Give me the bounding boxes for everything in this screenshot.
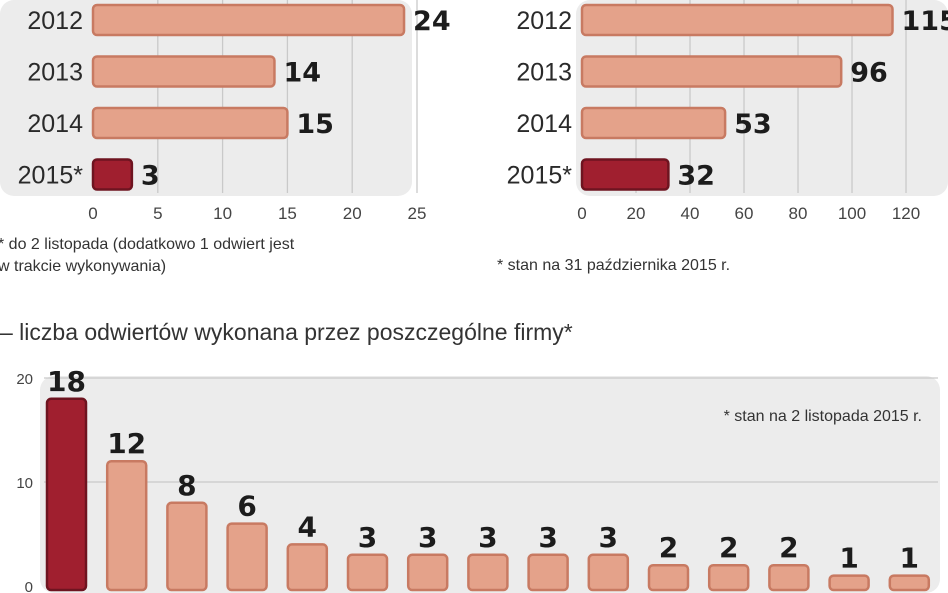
- chart2-category-label: 2015*: [507, 162, 573, 190]
- chart2-value-label: 96: [850, 58, 888, 89]
- chart3-value-label: 2: [719, 531, 738, 564]
- chart3-value-label: 12: [107, 427, 146, 460]
- chart1-value-label: 24: [413, 6, 451, 37]
- chart1-bar: [91, 3, 406, 37]
- chart1-value-label: 14: [283, 58, 321, 89]
- chart3-value-label: 18: [47, 365, 86, 398]
- chart3-value-label: 1: [839, 542, 858, 575]
- chart2-category-label: 2014: [516, 110, 572, 138]
- chart3-value-label: 3: [418, 521, 437, 554]
- chart1-panel: [0, 0, 412, 196]
- chart1-category-label: 2013: [27, 59, 83, 87]
- chart2-tick-label: 20: [627, 204, 646, 223]
- chart3-bar: [647, 563, 690, 592]
- chart2-tick-label: 60: [735, 204, 754, 223]
- chart3-bar: [587, 553, 630, 592]
- chart1-tick-label: 5: [153, 204, 162, 223]
- chart3-bar: [105, 459, 148, 592]
- chart2-bar: [580, 55, 843, 88]
- chart1-category-label: 2012: [27, 7, 83, 35]
- chart1-tick-label: 0: [88, 204, 97, 223]
- chart1-footnote-line2: w trakcie wykonywania): [0, 258, 166, 275]
- chart1-tick-label: 25: [408, 204, 427, 223]
- chart3-bar: [467, 553, 509, 592]
- chart2-bar: [580, 158, 670, 191]
- chart2-tick-label: 100: [838, 204, 866, 223]
- chart1-category-label: 2014: [27, 110, 83, 138]
- chart2-value-label: 32: [677, 161, 715, 192]
- chart3-bar: [707, 563, 750, 592]
- chart3-value-label: 3: [358, 521, 377, 554]
- chart3-tick-label: 20: [16, 371, 33, 388]
- chart3-bar: [45, 397, 88, 592]
- chart2-tick-label: 40: [681, 204, 700, 223]
- chart2-tick-label: 0: [577, 204, 586, 223]
- chart3-tick-label: 10: [16, 475, 33, 492]
- chart3-bar: [527, 553, 569, 592]
- chart1-tick-label: 10: [213, 204, 232, 223]
- chart3-note: * stan na 2 listopada 2015 r.: [724, 408, 922, 425]
- chart3-bar: [406, 553, 449, 592]
- chart3-tick-label: 0: [25, 579, 33, 593]
- chart3-value-label: 3: [478, 521, 497, 554]
- chart2-footnote: * stan na 31 października 2015 r.: [497, 257, 730, 274]
- chart1: 0 5 10 15 20 25 2012 24 2013 14 2014 15 2015* 3: [18, 0, 451, 223]
- chart1-value-label: 15: [296, 109, 334, 140]
- chart3-value-label: 2: [659, 531, 678, 564]
- chart3-value-label: 3: [538, 521, 557, 554]
- chart3-value-label: 1: [900, 542, 919, 575]
- chart3-bar: [166, 501, 208, 592]
- chart3-bar: [226, 522, 268, 592]
- chart1-bar: [91, 158, 134, 191]
- chart3-bar: [768, 563, 810, 592]
- chart2: 0 20 40 60 80 100 120 2012 115 2013 96 2014 53 2015* 3…: [507, 0, 948, 223]
- chart3-bar: [828, 574, 870, 592]
- chart1-bar: [91, 106, 289, 140]
- chart1-tick-label: 20: [343, 204, 362, 223]
- chart3-value-label: 4: [298, 510, 317, 543]
- chart3-value-label: 3: [599, 521, 618, 554]
- chart1-value-label: 3: [141, 161, 160, 192]
- chart2-bar: [580, 3, 894, 37]
- chart1-tick-label: 15: [278, 204, 297, 223]
- chart1-category-label: 2015*: [18, 162, 84, 190]
- chart3-bar: [888, 574, 931, 592]
- chart2-value-label: 115: [902, 6, 948, 37]
- chart2-tick-label: 120: [892, 204, 920, 223]
- chart3-value-label: 8: [177, 469, 196, 502]
- chart3-bar: [286, 543, 329, 592]
- chart1-bar: [91, 55, 276, 88]
- chart1-footnote-line1: * do 2 listopada (dodatkowo 1 odwiert je…: [0, 236, 295, 253]
- chart2-bar: [580, 106, 727, 140]
- chart3: 0 10 20 18 12 8 6 4 3 3 3 3 3 2 2 2 1 1: [16, 365, 938, 593]
- chart2-panel: [576, 0, 948, 196]
- chart3-bar: [346, 553, 389, 592]
- chart2-tick-label: 80: [789, 204, 808, 223]
- chart2-category-label: 2012: [516, 7, 572, 35]
- chart3-value-label: 6: [237, 490, 256, 523]
- chart3-title: – liczba odwiertów wykonana przez poszcz…: [0, 319, 573, 345]
- chart3-value-label: 2: [779, 531, 798, 564]
- chart2-category-label: 2013: [516, 59, 572, 87]
- chart2-value-label: 53: [734, 109, 772, 140]
